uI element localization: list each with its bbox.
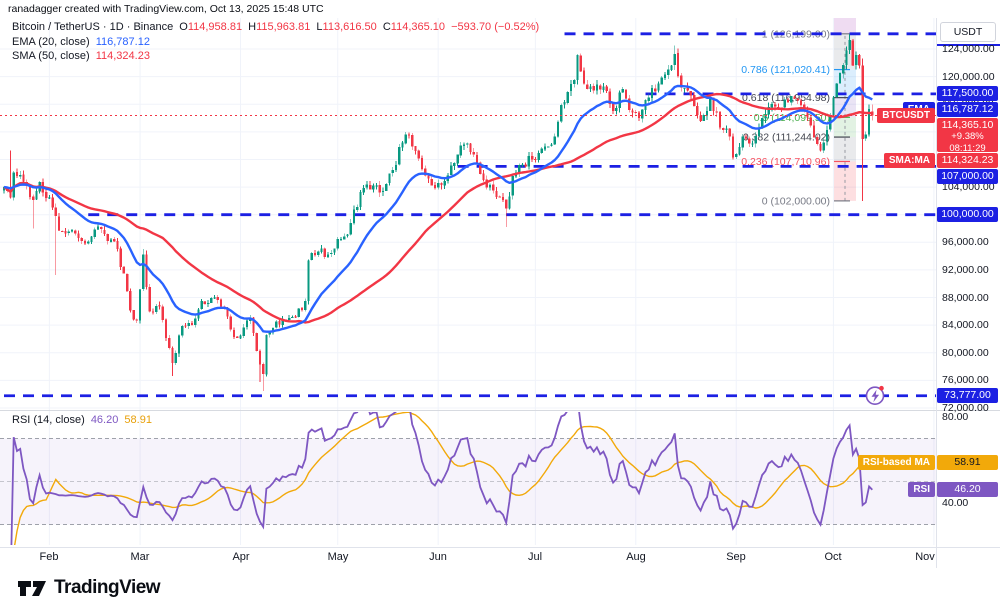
time-axis-label: Mar bbox=[130, 551, 150, 563]
time-axis-label: Feb bbox=[39, 551, 59, 563]
ema-value: 116,787.12 bbox=[95, 36, 150, 48]
price-badge: 73,777.00 bbox=[937, 388, 998, 404]
price-badge: 100,000.00 bbox=[937, 207, 998, 223]
sma-label: SMA (50, close) bbox=[12, 50, 90, 62]
rsi-pane bbox=[0, 438, 936, 525]
fib-level-label: 0.236 (107,710.96) bbox=[741, 156, 830, 168]
price-scale-label: 92,000.00 bbox=[942, 263, 989, 276]
ema-legend[interactable]: EMA (20, close) 116,787.12 bbox=[12, 36, 153, 48]
price-badge: 107,000.00 bbox=[937, 169, 998, 185]
sma-value: 114,324.23 bbox=[95, 50, 150, 62]
price-scale-label: 120,000.00 bbox=[942, 70, 995, 83]
ema-label: EMA (20, close) bbox=[12, 36, 90, 48]
series-pill-rsi-based-ma: RSI-based MA bbox=[857, 454, 935, 470]
time-axis-label: Jun bbox=[429, 551, 447, 563]
rsi-line[interactable] bbox=[4, 399, 873, 568]
ohlc-close-label: C bbox=[382, 21, 391, 33]
time-axis-separator bbox=[0, 547, 1000, 548]
ema-line[interactable] bbox=[3, 84, 873, 333]
series-pill-sma-ma: SMA:MA bbox=[883, 153, 935, 169]
price-badge: 114,324.23 bbox=[937, 153, 998, 169]
ohlc-open-label: O bbox=[179, 21, 188, 33]
rsi-value: 46.20 bbox=[90, 414, 119, 426]
fib-level-label: 0 (102,000.00) bbox=[762, 195, 830, 207]
time-axis-label: Sep bbox=[726, 551, 746, 563]
brand-name[interactable]: TradingView bbox=[54, 577, 161, 598]
price-scale-separator bbox=[936, 18, 937, 568]
symbol-title: Bitcoin / TetherUS · 1D · Binance bbox=[12, 21, 174, 33]
ohlc-open-value: 114,958.81 bbox=[187, 21, 243, 33]
ohlc-high-value: 115,963.81 bbox=[256, 21, 311, 33]
ohlc-low-value: 113,616.50 bbox=[322, 21, 377, 33]
time-axis-label: Apr bbox=[232, 551, 250, 563]
fib-level-label: 0.382 (111,244.02) bbox=[743, 132, 830, 144]
series-pill-btcusdt: BTCUSDT bbox=[877, 108, 935, 123]
price-scale-label: 80,000.00 bbox=[942, 346, 989, 359]
series-pill-rsi: RSI bbox=[908, 482, 935, 498]
rsi-label: RSI (14, close) bbox=[12, 414, 85, 426]
tradingview-logo-icon[interactable] bbox=[16, 575, 48, 601]
ohlc-low-label: L bbox=[316, 21, 323, 33]
footer-bar: TradingView bbox=[0, 568, 1000, 608]
price-badge: 117,500.00 bbox=[937, 86, 998, 102]
time-axis-label: Aug bbox=[626, 551, 646, 563]
price-scale-label: 76,000.00 bbox=[942, 374, 989, 387]
scale-highlight-bar bbox=[937, 44, 1000, 46]
rsi-legend[interactable]: RSI (14, close) 46.20 58.91 bbox=[12, 414, 155, 426]
price-badge: 114,365.10 +9.38% 08:11:29 bbox=[937, 118, 998, 153]
ohlc-close-value: 114,365.10 bbox=[390, 21, 446, 33]
ohlc-high-label: H bbox=[248, 21, 257, 33]
change-value: −593.70 (−0.52%) bbox=[451, 21, 540, 33]
price-scale-label: 84,000.00 bbox=[942, 319, 989, 332]
alert-icon[interactable] bbox=[865, 385, 885, 406]
price-scale-label: 124,000.00 bbox=[942, 43, 995, 55]
time-axis-label: Jul bbox=[527, 551, 543, 563]
rsi-badge: 46.20 bbox=[937, 482, 998, 498]
time-axis-label: Nov bbox=[915, 551, 935, 563]
rsi-badge: 58.91 bbox=[937, 454, 998, 470]
rsi-scale-label: 80.00 bbox=[942, 411, 969, 423]
rsi-scale-label: 40.00 bbox=[942, 497, 969, 509]
symbol-legend[interactable]: Bitcoin / TetherUS · 1D · Binance O114,9… bbox=[12, 21, 542, 33]
price-badge: 116,787.12 bbox=[937, 102, 998, 118]
price-scale-label: 96,000.00 bbox=[942, 236, 989, 249]
fib-level-label: 0.786 (121,020.41) bbox=[741, 64, 830, 76]
sma-line[interactable] bbox=[3, 92, 873, 324]
rsi-ma-value: 58.91 bbox=[124, 414, 152, 426]
time-axis-label: May bbox=[327, 551, 349, 563]
price-scale-label: 104,000.00 bbox=[942, 181, 995, 194]
currency-toggle-button[interactable]: USDT bbox=[940, 22, 996, 42]
chart-canvas[interactable]: 1 (126,199.00)0.786 (121,020.41)0.618 (1… bbox=[0, 0, 1000, 568]
sma-legend[interactable]: SMA (50, close) 114,324.23 bbox=[12, 50, 153, 62]
chart-credit: ranadagger created with TradingView.com,… bbox=[8, 3, 324, 15]
time-axis-label: Oct bbox=[824, 551, 842, 563]
price-scale-label: 72,000.00 bbox=[942, 402, 989, 414]
price-scale-label: 88,000.00 bbox=[942, 291, 989, 304]
